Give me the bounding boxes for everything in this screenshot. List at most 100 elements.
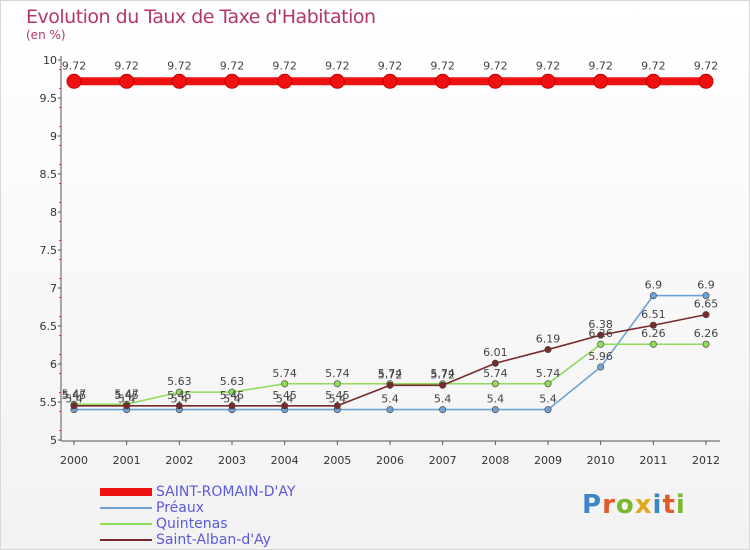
data-label: 9.72 <box>536 59 561 72</box>
data-label: 9.72 <box>325 59 350 72</box>
legend-item-saint-romain[interactable]: SAINT-ROMAIN-D'AY <box>100 484 360 500</box>
y-tick-label: 6 <box>50 358 57 371</box>
data-point <box>439 381 447 389</box>
x-tick-label: 2008 <box>481 454 509 467</box>
data-point <box>593 73 609 89</box>
data-label: 5.4 <box>381 393 399 406</box>
data-point <box>491 359 499 367</box>
data-label: 5.45 <box>167 389 192 402</box>
data-label: 6.26 <box>694 327 719 340</box>
data-label: 5.4 <box>434 393 452 406</box>
data-label: 6.65 <box>694 298 719 311</box>
data-point <box>597 340 605 348</box>
data-point <box>281 380 289 388</box>
data-label: 9.72 <box>483 59 508 72</box>
data-point <box>649 321 657 329</box>
data-label: 5.45 <box>220 389 245 402</box>
legend-label: SAINT-ROMAIN-D'AY <box>156 484 296 500</box>
data-label: 5.4 <box>118 393 136 406</box>
data-point <box>649 340 657 348</box>
x-tick-label: 2007 <box>429 454 457 467</box>
data-point <box>277 73 293 89</box>
data-point <box>544 346 552 354</box>
brand-letter: t <box>662 490 676 520</box>
data-label: 5.4 <box>539 393 557 406</box>
data-label: 6.19 <box>536 333 561 346</box>
data-point <box>224 73 240 89</box>
data-label: 5.45 <box>325 389 350 402</box>
y-tick-label: 5.5 <box>40 396 58 409</box>
data-label: 9.72 <box>694 59 719 72</box>
y-tick-label: 9 <box>50 130 57 143</box>
data-point <box>228 402 236 410</box>
brand-letter: i <box>652 490 663 520</box>
brand-logo: Proxiti <box>582 490 686 520</box>
data-label: 5.63 <box>167 375 192 388</box>
legend-label: Préaux <box>156 500 204 516</box>
x-tick-label: 2009 <box>534 454 562 467</box>
legend-label: Quintenas <box>156 516 228 532</box>
data-point <box>119 73 135 89</box>
data-label: 6.01 <box>483 346 508 359</box>
y-tick-label: 5 <box>50 434 57 447</box>
data-point <box>228 388 236 396</box>
x-tick-label: 2000 <box>60 454 88 467</box>
x-tick-label: 2011 <box>639 454 667 467</box>
data-point <box>281 402 289 410</box>
legend-item-saint-alban[interactable]: Saint-Alban-d'Ay <box>100 532 360 548</box>
data-label: 6.26 <box>588 327 613 340</box>
legend-swatch <box>100 539 152 541</box>
data-point <box>597 331 605 339</box>
data-label: 5.63 <box>220 375 245 388</box>
data-point <box>70 402 78 410</box>
legend-swatch <box>100 488 152 496</box>
data-point <box>386 406 394 414</box>
y-tick-label: 7.5 <box>40 244 58 257</box>
x-tick-label: 2012 <box>692 454 720 467</box>
data-label: 6.9 <box>697 279 715 292</box>
chart-title: Evolution du Taux de Taxe d'Habitation <box>26 6 376 28</box>
data-label: 5.74 <box>272 367 297 380</box>
data-point <box>329 73 345 89</box>
data-label: 6.51 <box>641 308 666 321</box>
data-label: 6.26 <box>641 327 666 340</box>
y-tick-label: 10 <box>43 54 57 67</box>
data-label: 5.4 <box>329 393 347 406</box>
data-label: 5.4 <box>223 393 241 406</box>
data-label: 9.72 <box>378 59 403 72</box>
data-point <box>544 406 552 414</box>
data-label: 6.38 <box>588 318 613 331</box>
y-tick-label: 7 <box>50 282 57 295</box>
data-point <box>491 406 499 414</box>
data-point <box>175 402 183 410</box>
data-point <box>702 311 710 319</box>
data-label: 5.4 <box>65 393 83 406</box>
data-point <box>645 73 661 89</box>
data-point <box>382 73 398 89</box>
data-label: 9.72 <box>220 59 245 72</box>
data-label: 9.72 <box>641 59 666 72</box>
data-point <box>544 380 552 388</box>
data-label: 5.74 <box>483 367 508 380</box>
x-tick-label: 2001 <box>113 454 141 467</box>
y-tick-label: 6.5 <box>40 320 58 333</box>
data-point <box>487 73 503 89</box>
brand-letter: r <box>602 490 616 520</box>
legend: SAINT-ROMAIN-D'AY Préaux Quintenas Saint… <box>100 484 360 548</box>
x-tick-label: 2002 <box>165 454 193 467</box>
x-tick-label: 2004 <box>271 454 299 467</box>
data-label: 5.74 <box>325 367 350 380</box>
x-tick-label: 2005 <box>323 454 351 467</box>
x-tick-label: 2010 <box>587 454 615 467</box>
legend-item-preaux[interactable]: Préaux <box>100 500 360 516</box>
x-tick-label: 2006 <box>376 454 404 467</box>
y-tick-label: 9.5 <box>40 92 58 105</box>
data-point <box>702 340 710 348</box>
data-label: 5.47 <box>62 387 87 400</box>
y-tick-label: 8.5 <box>40 168 58 181</box>
data-point <box>540 73 556 89</box>
data-label: 5.47 <box>114 387 139 400</box>
legend-item-quintenas[interactable]: Quintenas <box>100 516 360 532</box>
data-point <box>698 73 714 89</box>
